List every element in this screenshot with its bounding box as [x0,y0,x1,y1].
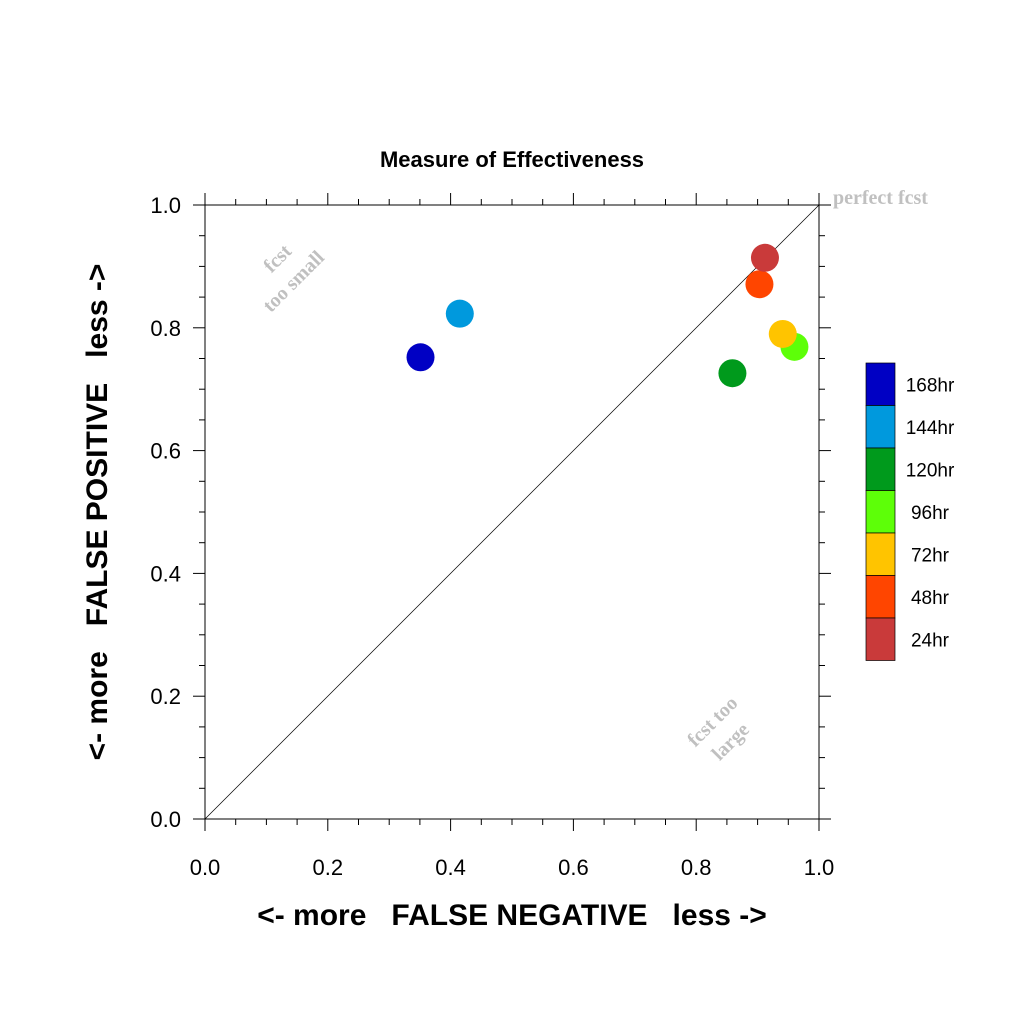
legend-swatch-144hr [865,405,896,449]
x-tick-label: 0.0 [190,855,221,880]
legend-label-24hr: 24hr [911,630,950,651]
perfect-fcst-label: perfect fcst [833,187,928,209]
y-axis-title: <- more FALSE POSITIVE less -> [81,264,114,761]
legend-label-168hr: 168hr [906,375,955,396]
y-tick-label: 0.8 [150,316,181,341]
legend-swatch-48hr [865,575,896,619]
x-tick-label: 0.2 [313,855,344,880]
y-tick-label: 0.0 [150,807,181,832]
x-tick-label: 1.0 [804,855,835,880]
legend-swatch-24hr [865,617,896,661]
legend-swatch-96hr [865,490,896,534]
plot-area: 0.0 0.2 0.4 0.6 0.8 1.0 0.0 0.2 0.4 0.6 0.8 1.0 per… [150,187,928,880]
legend-label-96hr: 96hr [911,503,950,524]
legend: 168hr 144hr 120hr 96hr 72hr 48hr 24hr [865,362,955,661]
legend-label-120hr: 120hr [906,460,955,481]
legend-label-144hr: 144hr [906,418,955,439]
point-48hr [745,270,774,299]
chart-title: Measure of Effectiveness [380,147,644,172]
point-144hr [445,299,474,328]
x-tick-label: 0.6 [558,855,589,880]
y-tick-label: 1.0 [150,193,181,218]
x-tick-label: 0.4 [435,855,466,880]
legend-swatch-72hr [865,532,896,576]
y-tick-label: 0.2 [150,684,181,709]
legend-label-72hr: 72hr [911,545,950,566]
point-72hr [768,319,797,348]
y-tick-label: 0.4 [150,561,181,586]
x-axis-title: <- more FALSE NEGATIVE less -> [257,899,767,932]
point-168hr [406,343,435,372]
tick-labels: 0.0 0.2 0.4 0.6 0.8 1.0 0.0 0.2 0.4 0.6 0.8 1.0 [150,193,834,880]
point-24hr [750,243,779,272]
x-tick-label: 0.8 [681,855,712,880]
legend-swatch-168hr [865,362,896,406]
y-tick-label: 0.6 [150,439,181,464]
point-120hr [718,359,747,388]
perfect-forecast-diagonal [204,204,820,820]
data-points [406,243,809,388]
legend-swatch-120hr [865,447,896,491]
axis-ticks [193,193,831,831]
legend-label-48hr: 48hr [911,588,950,609]
